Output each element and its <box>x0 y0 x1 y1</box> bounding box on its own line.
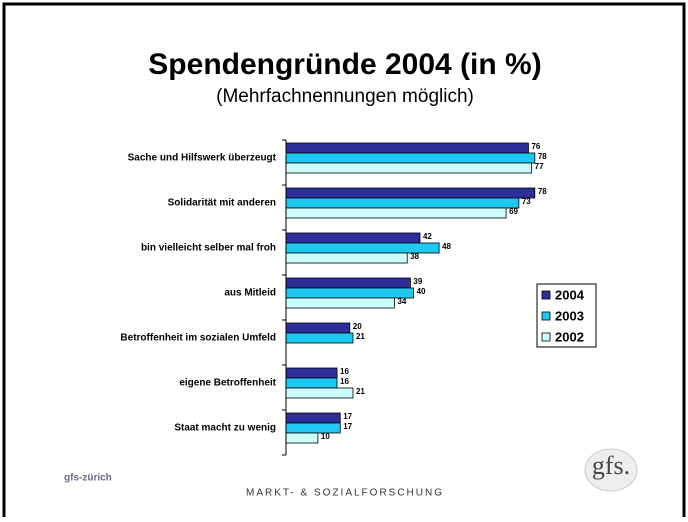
legend-label: 2004 <box>555 287 585 302</box>
category-label: aus Mitleid <box>224 288 276 299</box>
value-label: 16 <box>340 367 349 376</box>
category-label: eigene Betroffenheit <box>179 378 276 389</box>
bar <box>285 377 338 389</box>
value-label: 40 <box>417 287 426 296</box>
bar <box>285 332 354 344</box>
bar <box>285 297 395 309</box>
value-label: 76 <box>531 142 540 151</box>
value-label: 16 <box>340 377 349 386</box>
bar <box>285 207 507 219</box>
legend-label: 2002 <box>555 329 584 344</box>
organization: gfs-zürich <box>64 473 112 484</box>
bar <box>285 412 341 424</box>
value-label: 42 <box>423 232 432 241</box>
value-label: 78 <box>538 187 547 196</box>
category-label: bin vielleicht selber mal froh <box>141 243 276 254</box>
bar <box>285 162 533 174</box>
bar <box>285 287 414 299</box>
value-label: 21 <box>356 332 365 341</box>
value-label: 69 <box>509 207 518 216</box>
bar <box>285 322 351 334</box>
logo: gfs. <box>592 451 630 480</box>
bar <box>285 232 421 244</box>
tagline: MARKT- & SOZIALFORSCHUNG <box>246 488 444 499</box>
chart-title: Spendengründe 2004 (in %) <box>148 48 541 81</box>
value-label: 17 <box>343 412 352 421</box>
value-label: 78 <box>538 152 547 161</box>
chart-subtitle: (Mehrfachnennungen möglich) <box>216 86 474 107</box>
bar <box>285 152 536 164</box>
bar <box>285 252 408 264</box>
value-label: 20 <box>353 322 362 331</box>
bar <box>285 277 411 289</box>
legend-label: 2003 <box>555 308 584 323</box>
category-label: Sache und Hilfswerk überzeugt <box>128 153 277 164</box>
value-label: 21 <box>356 387 365 396</box>
category-label: Betroffenheit im sozialen Umfeld <box>120 333 276 344</box>
bar <box>285 197 520 209</box>
legend-swatch <box>541 290 551 300</box>
value-label: 77 <box>535 162 544 171</box>
value-label: 34 <box>397 297 406 306</box>
value-label: 48 <box>442 242 451 251</box>
bar <box>285 422 341 434</box>
bar <box>285 432 319 444</box>
legend-swatch <box>541 332 551 342</box>
logo-circle <box>584 448 638 492</box>
value-label: 39 <box>413 277 422 286</box>
value-label: 38 <box>410 252 419 261</box>
bar <box>285 367 338 379</box>
bar <box>285 387 354 399</box>
value-label: 17 <box>343 422 352 431</box>
category-label: Solidarität mit anderen <box>168 198 276 209</box>
legend-swatch <box>541 311 551 321</box>
category-label: Staat macht zu wenig <box>174 423 276 434</box>
value-label: 10 <box>321 432 330 441</box>
bar <box>285 187 536 199</box>
value-label: 73 <box>522 197 531 206</box>
bar <box>285 142 529 154</box>
